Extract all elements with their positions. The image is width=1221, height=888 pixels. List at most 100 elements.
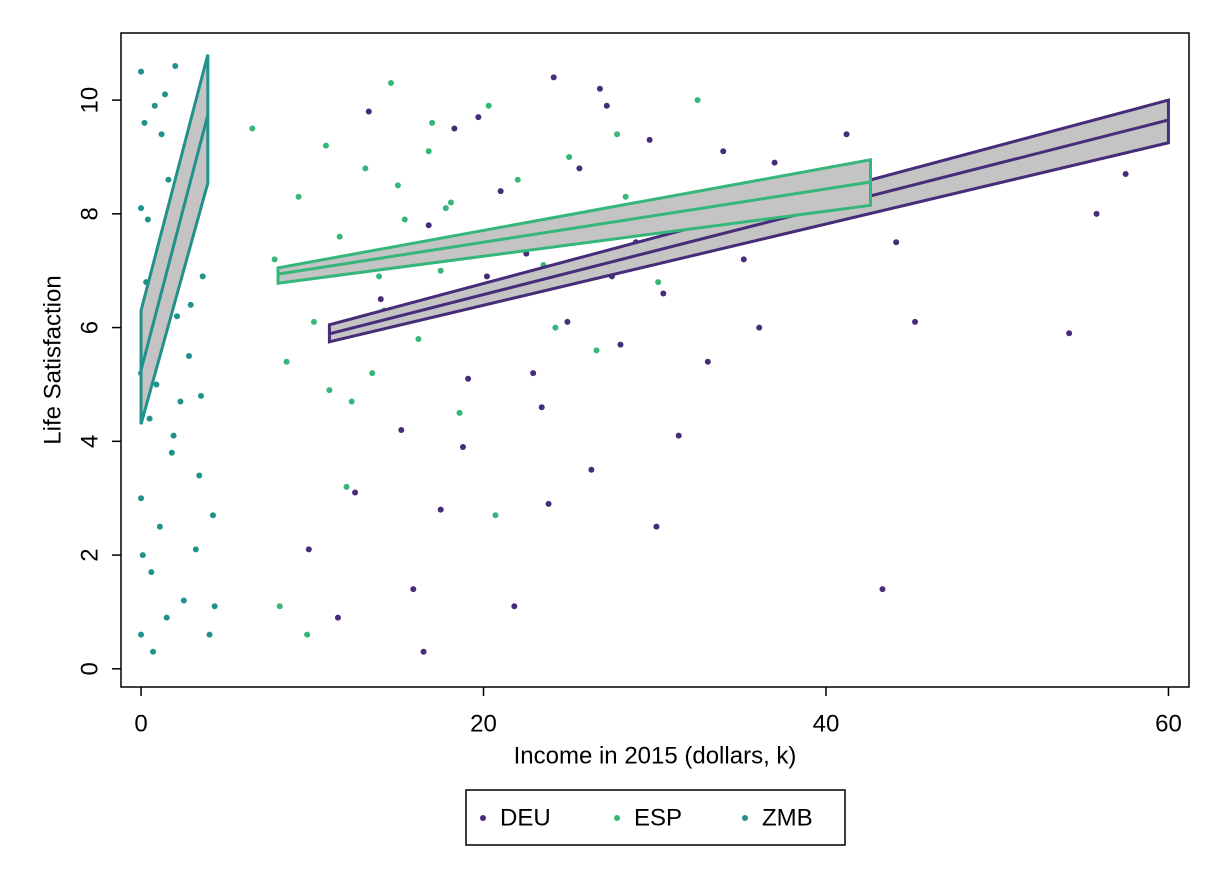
point [146,415,153,422]
point [564,318,571,325]
x-tick-label: 40 [813,710,840,737]
point [197,392,204,399]
point [483,273,490,280]
point [588,466,595,473]
point [425,222,432,229]
point [704,358,711,365]
point [165,176,172,183]
point [177,398,184,405]
point [163,614,170,621]
point [475,114,482,121]
point [660,290,667,297]
point [720,148,727,155]
point [485,102,492,109]
point [603,102,610,109]
point [138,495,145,502]
point [304,631,311,638]
point [1093,210,1100,217]
point [170,432,177,439]
point [401,216,408,223]
x-axis-title: Income in 2015 (dollars, k) [514,742,797,769]
point [576,165,583,172]
point [377,296,384,303]
point [442,205,449,212]
y-tick-label: 4 [76,435,103,448]
point [199,273,206,280]
point [596,85,603,92]
point [196,472,203,479]
y-tick-label: 0 [76,662,103,675]
series-points [305,74,1129,655]
point [365,108,372,115]
legend-label: ESP [634,804,682,831]
point [326,387,333,394]
fit-line [277,180,871,276]
point [295,193,302,200]
point [740,256,747,263]
point [388,80,395,87]
y-tick-label: 8 [76,207,103,220]
point [771,159,778,166]
point [153,381,160,388]
point [310,318,317,325]
point [185,353,192,360]
point [545,500,552,507]
y-tick-label: 6 [76,321,103,334]
y-tick-label: 2 [76,548,103,561]
point [410,586,417,593]
point [653,523,660,530]
point [271,256,278,263]
point [425,148,432,155]
point [843,131,850,138]
x-tick-label: 0 [134,710,147,737]
point [437,267,444,274]
point [343,483,350,490]
point [451,125,458,132]
y-axis-title: Life Satisfaction [39,275,66,444]
fit-line [329,118,1169,336]
point [675,432,682,439]
point [376,273,383,280]
point [249,125,256,132]
point [211,603,218,610]
point [415,335,422,342]
point [369,370,376,377]
point [352,489,359,496]
point [756,324,763,331]
point [173,313,180,320]
point [465,375,472,382]
point [552,324,559,331]
point [334,614,341,621]
point [148,569,155,576]
point [156,523,163,530]
legend-marker [614,815,620,821]
point [172,62,179,69]
point [447,199,454,206]
point [141,119,148,126]
point [283,358,290,365]
point [593,347,600,354]
point [420,648,427,655]
plot-frame [120,32,1190,688]
point [879,586,886,593]
point [893,239,900,246]
x-tick-label: 20 [470,710,497,737]
point [655,279,662,286]
point [162,91,169,98]
point [912,318,919,325]
point [429,119,436,126]
legend-label: DEU [500,804,551,831]
legend-marker [742,815,748,821]
point [322,142,329,149]
point [622,193,629,200]
point [192,546,199,553]
point [139,552,146,559]
point [150,648,157,655]
point [694,97,701,104]
point [514,176,521,183]
point [497,188,504,195]
point [187,301,194,308]
point [276,603,283,610]
point [1066,330,1073,337]
